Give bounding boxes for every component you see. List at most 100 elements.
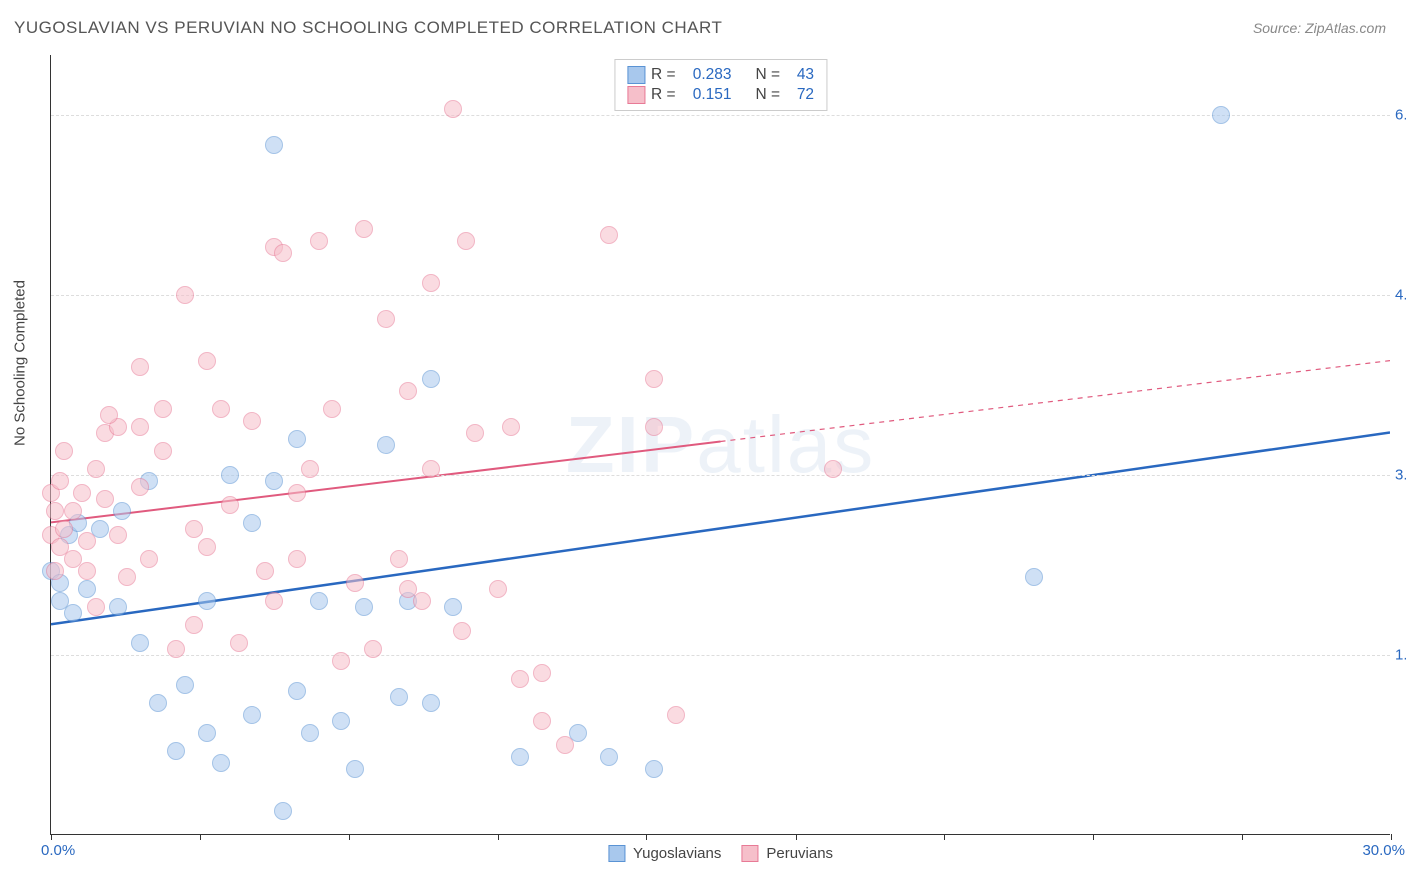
data-point <box>645 760 663 778</box>
trend-line-dashed <box>721 361 1391 442</box>
data-point <box>109 598 127 616</box>
data-point <box>131 478 149 496</box>
data-point <box>230 634 248 652</box>
data-point <box>154 400 172 418</box>
data-point <box>154 442 172 460</box>
data-point <box>167 640 185 658</box>
data-point <box>310 592 328 610</box>
data-point <box>55 442 73 460</box>
gridline <box>51 475 1390 476</box>
data-point <box>176 286 194 304</box>
x-tick <box>944 834 945 840</box>
x-tick <box>349 834 350 840</box>
data-point <box>466 424 484 442</box>
x-axis-max: 30.0% <box>1362 842 1405 859</box>
data-point <box>1212 106 1230 124</box>
data-point <box>243 412 261 430</box>
data-point <box>457 232 475 250</box>
data-point <box>444 598 462 616</box>
data-point <box>332 652 350 670</box>
x-tick <box>646 834 647 840</box>
data-point <box>198 352 216 370</box>
data-point <box>212 754 230 772</box>
data-point <box>422 370 440 388</box>
data-point <box>667 706 685 724</box>
x-tick <box>51 834 52 840</box>
x-axis-min: 0.0% <box>41 842 75 859</box>
data-point <box>332 712 350 730</box>
series-legend: YugoslaviansPeruvians <box>608 845 833 862</box>
legend-swatch <box>741 845 758 862</box>
data-point <box>377 436 395 454</box>
data-point <box>444 100 462 118</box>
data-point <box>176 676 194 694</box>
data-point <box>422 694 440 712</box>
data-point <box>78 580 96 598</box>
data-point <box>265 136 283 154</box>
data-point <box>274 244 292 262</box>
legend-row: R =0.151N =72 <box>627 86 814 104</box>
chart-container: YUGOSLAVIAN VS PERUVIAN NO SCHOOLING COM… <box>0 0 1406 892</box>
data-point <box>1025 568 1043 586</box>
data-point <box>301 724 319 742</box>
data-point <box>109 526 127 544</box>
data-point <box>556 736 574 754</box>
data-point <box>301 460 319 478</box>
legend-r-value: 0.283 <box>682 66 732 84</box>
y-tick-label: 1.5% <box>1395 647 1406 664</box>
legend-swatch <box>608 845 625 862</box>
data-point <box>131 418 149 436</box>
data-point <box>64 604 82 622</box>
series-legend-label: Peruvians <box>766 845 833 862</box>
data-point <box>118 568 136 586</box>
x-tick <box>200 834 201 840</box>
data-point <box>323 400 341 418</box>
x-tick <box>1391 834 1392 840</box>
data-point <box>533 712 551 730</box>
data-point <box>310 232 328 250</box>
legend-n-label: N = <box>756 66 781 84</box>
legend-swatch <box>627 86 645 104</box>
data-point <box>502 418 520 436</box>
plot-area: ZIPatlas R =0.283N =43R =0.151N =72 0.0%… <box>50 55 1390 835</box>
data-point <box>390 688 408 706</box>
data-point <box>149 694 167 712</box>
data-point <box>511 748 529 766</box>
data-point <box>645 370 663 388</box>
data-point <box>46 562 64 580</box>
data-point <box>413 592 431 610</box>
data-point <box>131 358 149 376</box>
data-point <box>600 748 618 766</box>
data-point <box>288 484 306 502</box>
legend-swatch <box>627 66 645 84</box>
gridline <box>51 295 1390 296</box>
legend-row: R =0.283N =43 <box>627 66 814 84</box>
data-point <box>645 418 663 436</box>
data-point <box>824 460 842 478</box>
data-point <box>288 682 306 700</box>
data-point <box>453 622 471 640</box>
chart-source: Source: ZipAtlas.com <box>1253 20 1386 36</box>
gridline <box>51 655 1390 656</box>
data-point <box>355 220 373 238</box>
chart-title: YUGOSLAVIAN VS PERUVIAN NO SCHOOLING COM… <box>14 18 722 38</box>
data-point <box>355 598 373 616</box>
data-point <box>390 550 408 568</box>
data-point <box>600 226 618 244</box>
legend-r-label: R = <box>651 86 676 104</box>
data-point <box>422 460 440 478</box>
data-point <box>51 472 69 490</box>
data-point <box>422 274 440 292</box>
data-point <box>78 532 96 550</box>
data-point <box>364 640 382 658</box>
data-point <box>198 724 216 742</box>
y-tick-label: 4.5% <box>1395 287 1406 304</box>
x-tick <box>1093 834 1094 840</box>
data-point <box>198 538 216 556</box>
data-point <box>221 466 239 484</box>
data-point <box>265 592 283 610</box>
data-point <box>131 634 149 652</box>
data-point <box>511 670 529 688</box>
data-point <box>212 400 230 418</box>
x-tick <box>498 834 499 840</box>
